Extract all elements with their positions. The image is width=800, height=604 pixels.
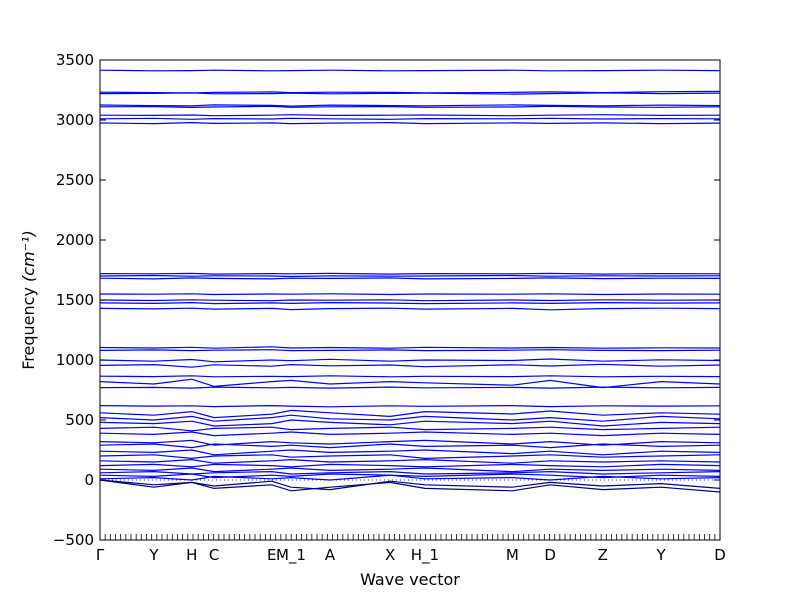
band-line bbox=[99, 105, 721, 109]
band-line bbox=[99, 272, 721, 275]
y-axis-label-text: Frequency bbox=[19, 282, 38, 370]
x-tick-label: X bbox=[385, 546, 395, 564]
y-axis-label: Frequency (cm⁻¹) bbox=[19, 230, 38, 369]
x-tick-label: Z bbox=[598, 546, 608, 564]
band-line bbox=[99, 117, 721, 120]
band-line bbox=[99, 363, 721, 368]
band-line bbox=[99, 443, 721, 449]
x-tick-label: M_1 bbox=[276, 546, 306, 565]
x-tick-label: Y bbox=[148, 546, 159, 564]
x-tick-label: Y bbox=[656, 546, 667, 564]
band-line bbox=[99, 458, 721, 464]
band-line bbox=[99, 386, 721, 389]
band-line bbox=[99, 454, 721, 460]
band-line bbox=[99, 92, 721, 95]
x-axis-ticks: Γ Y H C E M_1 A X H_1 M D Z Y D bbox=[96, 534, 726, 565]
band-line bbox=[99, 299, 721, 302]
band-line bbox=[99, 375, 721, 378]
y-tick-label: 1000 bbox=[56, 351, 94, 369]
y-tick-label: 0 bbox=[84, 471, 94, 489]
band-line bbox=[99, 467, 721, 473]
band-line bbox=[99, 431, 721, 437]
band-line bbox=[99, 293, 721, 296]
y-tick-label: 3500 bbox=[56, 51, 94, 69]
x-tick-label: A bbox=[325, 546, 336, 564]
y-axis-label-unit: (cm⁻¹) bbox=[19, 230, 38, 282]
band-lines bbox=[99, 69, 721, 493]
y-tick-label: −500 bbox=[53, 531, 94, 549]
band-line bbox=[99, 426, 721, 432]
x-tick-label: D bbox=[544, 546, 556, 564]
y-tick-label: 500 bbox=[65, 411, 94, 429]
x-tick-label: Γ bbox=[96, 546, 105, 564]
band-line bbox=[99, 479, 721, 493]
x-axis-label: Wave vector bbox=[360, 570, 460, 589]
band-line bbox=[99, 409, 721, 419]
y-tick-label: 2500 bbox=[56, 171, 94, 189]
y-axis-ticks: −500 0 500 1000 1500 2000 2500 3000 3500 bbox=[53, 51, 720, 549]
band-line bbox=[99, 378, 721, 389]
band-line bbox=[99, 301, 721, 305]
band-line bbox=[99, 104, 721, 107]
x-tick-label: D bbox=[714, 546, 726, 564]
x-tick-label: M bbox=[506, 546, 519, 564]
band-line bbox=[99, 470, 721, 475]
band-line bbox=[99, 358, 721, 363]
band-line bbox=[99, 404, 721, 408]
band-line bbox=[99, 349, 721, 352]
band-line bbox=[99, 463, 721, 468]
x-tick-label: E bbox=[267, 546, 276, 564]
x-tick-label: H bbox=[186, 546, 197, 564]
band-line bbox=[99, 449, 721, 456]
x-tick-label: C bbox=[209, 546, 219, 564]
band-line bbox=[99, 121, 721, 125]
y-tick-label: 1500 bbox=[56, 291, 94, 309]
band-line bbox=[99, 69, 721, 72]
band-line bbox=[99, 419, 721, 427]
y-tick-label: 3000 bbox=[56, 111, 94, 129]
band-line bbox=[99, 307, 721, 311]
band-line bbox=[99, 346, 721, 349]
band-line bbox=[99, 277, 721, 280]
band-line bbox=[99, 274, 721, 278]
band-line bbox=[99, 474, 721, 481]
band-line bbox=[99, 114, 721, 117]
y-tick-label: 2000 bbox=[56, 231, 94, 249]
x-tick-label: H_1 bbox=[411, 546, 439, 565]
band-line bbox=[99, 414, 721, 422]
